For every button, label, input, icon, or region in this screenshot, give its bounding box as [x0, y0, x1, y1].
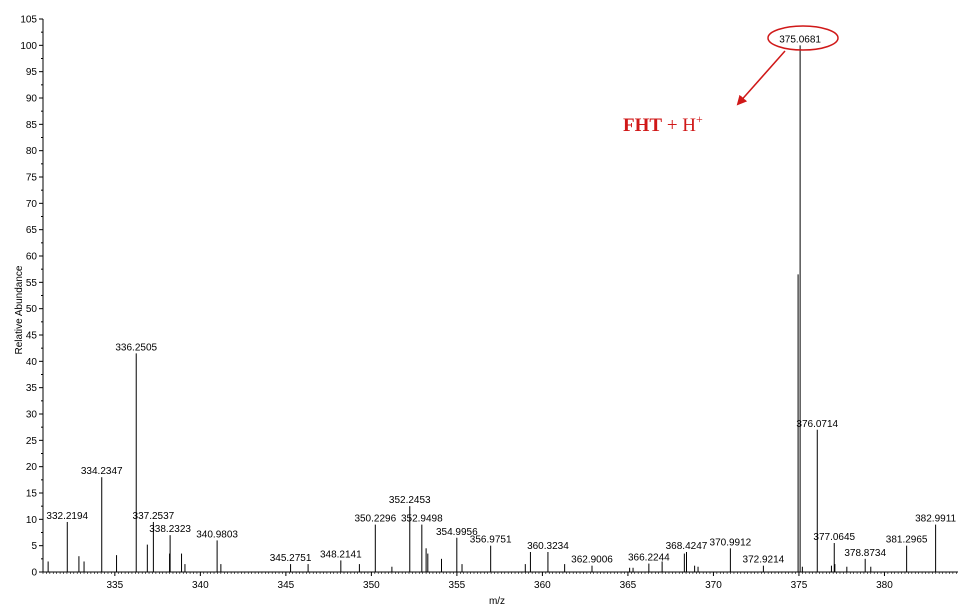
y-tick-label: 65 — [26, 225, 38, 236]
peak-label: 378.8734 — [844, 548, 886, 559]
peak-label: 334.2347 — [81, 466, 123, 477]
peak-label: 360.3234 — [527, 541, 569, 552]
peak-label: 338.2323 — [149, 524, 191, 535]
peak-label: 375.0681 — [779, 34, 821, 45]
axes-layer: 0 5 10 15 20 25 30 35 40 45 50 55 60 65 70 75 80 85 90 95 10… — [20, 15, 958, 591]
x-tick-label: 365 — [620, 580, 637, 591]
x-tick-label: 370 — [705, 580, 722, 591]
peak-label: 336.2505 — [115, 342, 157, 353]
y-tick-label: 90 — [26, 94, 38, 105]
peak-label: 382.9911 — [915, 514, 956, 525]
peak-layer — [47, 45, 937, 572]
peak-label: 356.9751 — [470, 535, 512, 546]
y-tick-label: 70 — [26, 199, 38, 210]
annotation-arrow — [736, 50, 786, 106]
y-tick-label: 105 — [20, 15, 37, 26]
highlight-ellipse — [767, 25, 839, 51]
compound-rest: + H — [662, 115, 696, 136]
peak-label: 348.2141 — [320, 549, 362, 560]
peak-label: 345.2751 — [270, 553, 312, 564]
peak-label: 381.2965 — [886, 535, 928, 546]
y-tick-label: 50 — [26, 304, 38, 315]
peak-label: 340.9803 — [196, 529, 238, 540]
y-tick-label: 75 — [26, 173, 38, 184]
y-tick-label: 30 — [26, 410, 38, 421]
compound-annotation: FHT + H+ — [623, 112, 703, 136]
peak-label: 350.2296 — [354, 514, 396, 525]
peak-label: 332.2194 — [46, 511, 88, 522]
x-tick-label: 355 — [449, 580, 466, 591]
y-tick-label: 20 — [26, 462, 38, 473]
peak-label: 352.9498 — [401, 514, 443, 525]
peak-label: 362.9006 — [571, 555, 613, 566]
peak-label: 377.0645 — [813, 532, 855, 543]
x-tick-label: 380 — [876, 580, 893, 591]
peak-label: 372.9214 — [743, 555, 785, 566]
y-tick-label: 80 — [26, 146, 38, 157]
x-axis-title: m/z — [489, 596, 505, 607]
y-tick-label: 5 — [31, 541, 37, 552]
y-tick-label: 100 — [20, 41, 37, 52]
x-tick-label: 340 — [192, 580, 209, 591]
peak-label: 352.2453 — [389, 495, 431, 506]
y-tick-label: 15 — [26, 489, 38, 500]
peak-label: 368.4247 — [666, 541, 708, 552]
x-tick-label: 375 — [791, 580, 808, 591]
y-tick-label: 45 — [26, 331, 38, 342]
peak-label: 376.0714 — [796, 419, 838, 430]
y-tick-label: 55 — [26, 278, 38, 289]
y-tick-label: 10 — [26, 515, 38, 526]
x-tick-label: 345 — [278, 580, 295, 591]
x-tick-label: 360 — [534, 580, 551, 591]
peak-label: 366.2244 — [628, 553, 670, 564]
peak-label: 337.2537 — [133, 511, 175, 522]
y-tick-label: 35 — [26, 383, 38, 394]
y-tick-label: 0 — [31, 568, 37, 579]
x-tick-label: 335 — [106, 580, 123, 591]
peak-label-layer: 332.2194 334.2347 336.2505 337.2537 338.2323… — [46, 34, 956, 565]
compound-bold: FHT — [623, 115, 662, 136]
y-tick-label: 60 — [26, 252, 38, 263]
y-tick-label: 85 — [26, 120, 38, 131]
y-tick-label: 25 — [26, 436, 38, 447]
y-tick-label: 95 — [26, 67, 38, 78]
peak-label: 354.9956 — [436, 527, 478, 538]
y-tick-label: 40 — [26, 357, 38, 368]
peak-label: 370.9912 — [710, 537, 752, 548]
x-tick-label: 350 — [363, 580, 380, 591]
compound-sup: + — [696, 112, 703, 126]
y-axis-title: Relative Abundance — [14, 265, 25, 354]
